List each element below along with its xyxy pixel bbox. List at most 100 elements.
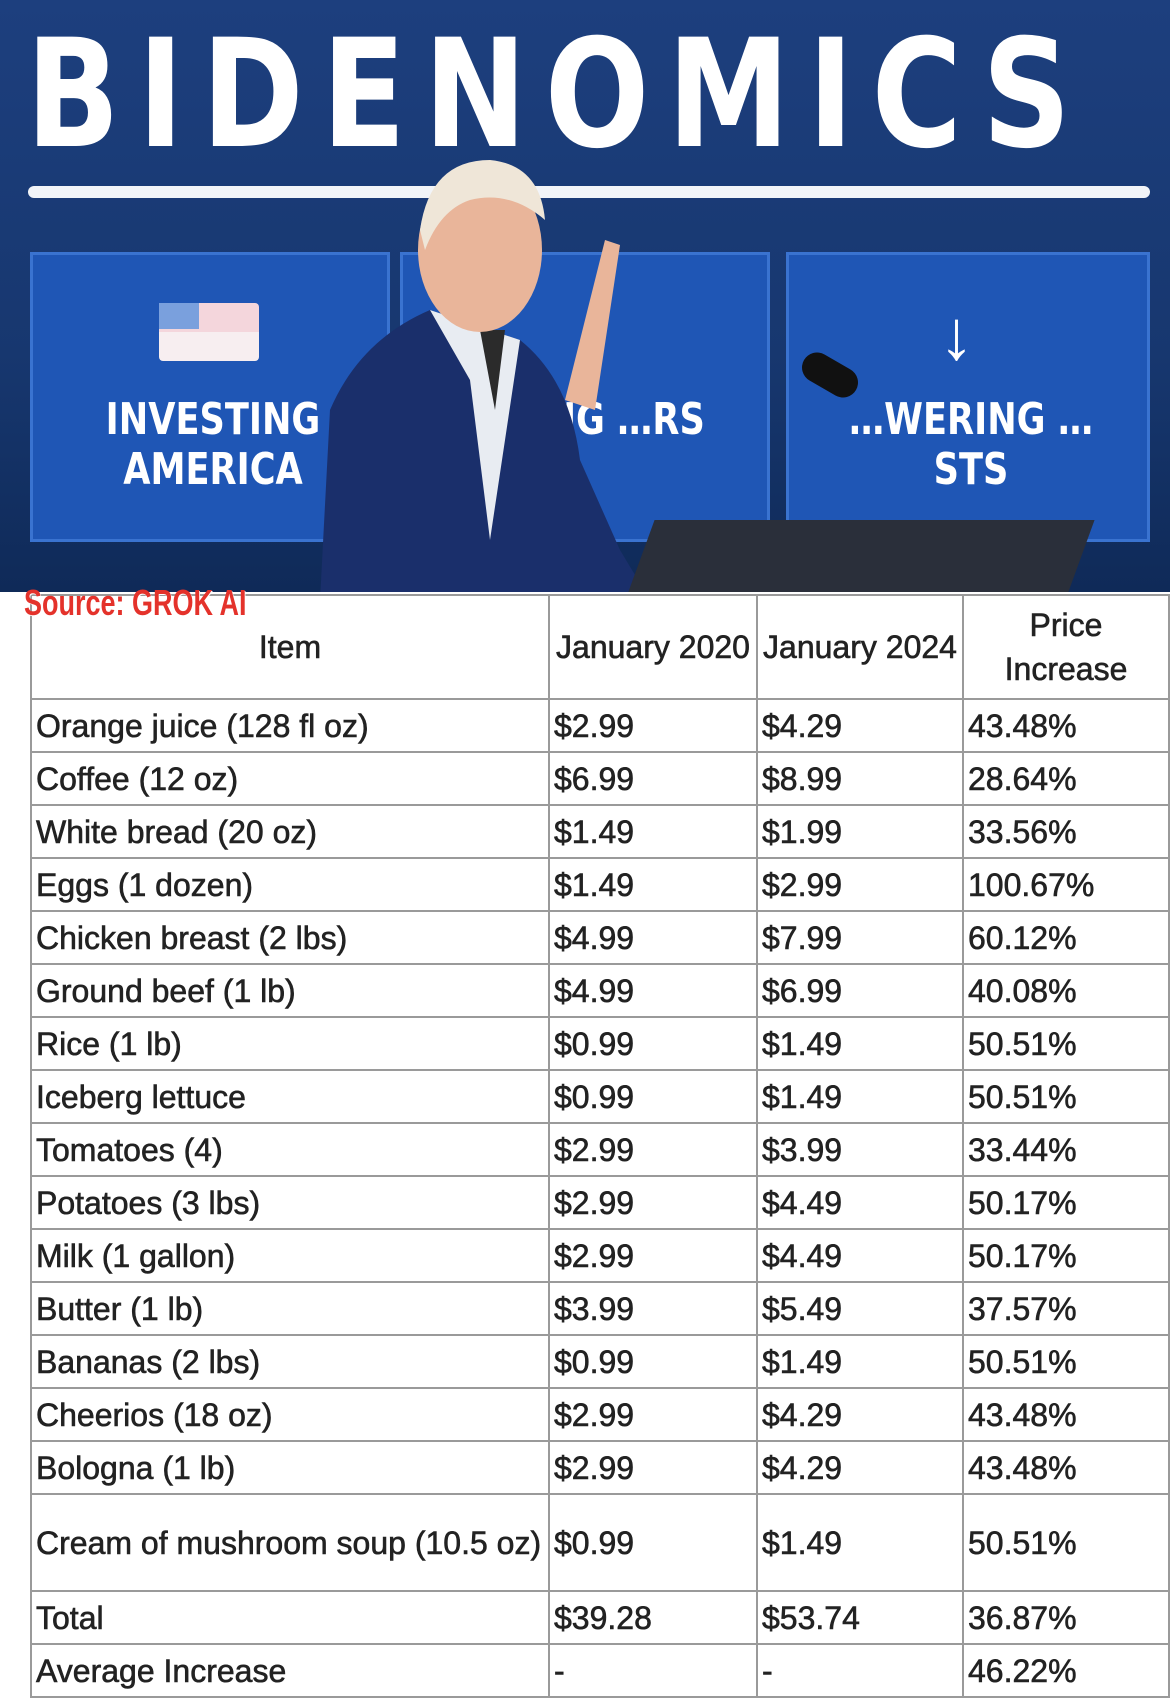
cell-jan-2024: - [756, 1643, 964, 1698]
arrow-down-icon: ↓ [939, 296, 974, 374]
table-header-row: Item January 2020 January 2024 Price Inc… [30, 594, 1170, 700]
cell-jan-2024: $2.99 [756, 857, 964, 912]
cell-increase: 50.51% [962, 1334, 1170, 1389]
cell-item: Eggs (1 dozen) [30, 857, 550, 912]
source-label: Source: GROK AI [24, 582, 247, 623]
cell-item: Coffee (12 oz) [30, 751, 550, 806]
podium [625, 520, 1095, 592]
cell-jan-2020: $1.49 [548, 857, 758, 912]
cell-increase: 28.64% [962, 751, 1170, 806]
cell-jan-2024: $1.49 [756, 1016, 964, 1071]
table-row: Bananas (2 lbs) $0.99 $1.49 50.51% [30, 1334, 1170, 1389]
header-item: Item [30, 594, 550, 700]
panel-investing: INVESTING AMERICA [30, 252, 390, 542]
cell-increase: 33.56% [962, 804, 1170, 859]
cell-jan-2024: $53.74 [756, 1590, 964, 1645]
cell-increase: 100.67% [962, 857, 1170, 912]
table-row: Eggs (1 dozen) $1.49 $2.99 100.67% [30, 857, 1170, 912]
cell-increase: 43.48% [962, 698, 1170, 753]
title-underline [28, 186, 1150, 198]
cell-jan-2024: $7.99 [756, 910, 964, 965]
cell-item: Bananas (2 lbs) [30, 1334, 550, 1389]
table-row: Iceberg lettuce $0.99 $1.49 50.51% [30, 1069, 1170, 1124]
cell-increase: 37.57% [962, 1281, 1170, 1336]
cell-jan-2024: $4.29 [756, 1440, 964, 1495]
cell-jan-2020: $2.99 [548, 1228, 758, 1283]
header-jan-2024: January 2024 [756, 594, 964, 700]
table-row: Ground beef (1 lb) $4.99 $6.99 40.08% [30, 963, 1170, 1018]
table-row: Cream of mushroom soup (10.5 oz) $0.99 $1.… [30, 1493, 1170, 1592]
cell-jan-2020: $0.99 [548, 1334, 758, 1389]
cell-increase: 46.22% [962, 1643, 1170, 1698]
table-row: Tomatoes (4) $2.99 $3.99 33.44% [30, 1122, 1170, 1177]
cell-item: Bologna (1 lb) [30, 1440, 550, 1495]
cell-jan-2020: $39.28 [548, 1590, 758, 1645]
cell-jan-2020: $0.99 [548, 1069, 758, 1124]
cell-jan-2024: $4.49 [756, 1228, 964, 1283]
panel-label: …WERING …STS [848, 394, 1094, 495]
cell-item: Rice (1 lb) [30, 1016, 550, 1071]
table-row: Chicken breast (2 lbs) $4.99 $7.99 60.12% [30, 910, 1170, 965]
cell-jan-2024: $1.49 [756, 1069, 964, 1124]
cell-jan-2024: $8.99 [756, 751, 964, 806]
cell-item: Chicken breast (2 lbs) [30, 910, 550, 965]
cell-item: Cheerios (18 oz) [30, 1387, 550, 1442]
cell-jan-2020: $2.99 [548, 698, 758, 753]
panel-label: INVESTING AMERICA [105, 394, 321, 495]
table-row: Bologna (1 lb) $2.99 $4.29 43.48% [30, 1440, 1170, 1495]
speaker-figure [320, 160, 646, 592]
price-table: Item January 2020 January 2024 Price Inc… [30, 594, 1170, 1698]
cell-jan-2020: $1.49 [548, 804, 758, 859]
cell-jan-2024: $3.99 [756, 1122, 964, 1177]
header-photo: BIDENOMICS INVESTING AMERICA …RING …RS ↓… [0, 0, 1170, 592]
table-row: Milk (1 gallon) $2.99 $4.49 50.17% [30, 1228, 1170, 1283]
cell-jan-2024: $6.99 [756, 963, 964, 1018]
cell-jan-2020: $2.99 [548, 1122, 758, 1177]
cell-increase: 50.51% [962, 1016, 1170, 1071]
table-row: Cheerios (18 oz) $2.99 $4.29 43.48% [30, 1387, 1170, 1442]
table-row: Butter (1 lb) $3.99 $5.49 37.57% [30, 1281, 1170, 1336]
table-row: White bread (20 oz) $1.49 $1.99 33.56% [30, 804, 1170, 859]
cell-jan-2020: $6.99 [548, 751, 758, 806]
cell-increase: 50.51% [962, 1493, 1170, 1592]
cell-jan-2024: $1.99 [756, 804, 964, 859]
cell-jan-2024: $4.49 [756, 1175, 964, 1230]
cell-jan-2020: - [548, 1643, 758, 1698]
header-jan-2020: January 2020 [548, 594, 758, 700]
cell-increase: 60.12% [962, 910, 1170, 965]
cell-increase: 50.17% [962, 1175, 1170, 1230]
table-row: Potatoes (3 lbs) $2.99 $4.49 50.17% [30, 1175, 1170, 1230]
cell-item: Cream of mushroom soup (10.5 oz) [30, 1493, 550, 1592]
table-row: Average Increase - -46.22% [30, 1643, 1170, 1698]
cell-jan-2024: $1.49 [756, 1493, 964, 1592]
cell-increase: 43.48% [962, 1387, 1170, 1442]
photo-title: BIDENOMICS [26, 8, 1089, 182]
cell-item: Total [30, 1590, 550, 1645]
cell-item: Ground beef (1 lb) [30, 963, 550, 1018]
cell-jan-2020: $4.99 [548, 910, 758, 965]
table-row: Coffee (12 oz) $6.99 $8.99 28.64% [30, 751, 1170, 806]
cell-increase: 36.87% [962, 1590, 1170, 1645]
cell-item: Average Increase [30, 1643, 550, 1698]
cell-item: Orange juice (128 fl oz) [30, 698, 550, 753]
cell-jan-2020: $4.99 [548, 963, 758, 1018]
cell-increase: 43.48% [962, 1440, 1170, 1495]
flag-icon [159, 303, 259, 361]
cell-item: Tomatoes (4) [30, 1122, 550, 1177]
cell-increase: 50.51% [962, 1069, 1170, 1124]
cell-item: Milk (1 gallon) [30, 1228, 550, 1283]
cell-increase: 33.44% [962, 1122, 1170, 1177]
table-row: Rice (1 lb) $0.99 $1.49 50.51% [30, 1016, 1170, 1071]
cell-jan-2024: $4.29 [756, 698, 964, 753]
cell-increase: 50.17% [962, 1228, 1170, 1283]
cell-jan-2024: $5.49 [756, 1281, 964, 1336]
cell-jan-2020: $2.99 [548, 1387, 758, 1442]
cell-increase: 40.08% [962, 963, 1170, 1018]
cell-item: Butter (1 lb) [30, 1281, 550, 1336]
cell-item: Iceberg lettuce [30, 1069, 550, 1124]
cell-item: White bread (20 oz) [30, 804, 550, 859]
cell-jan-2020: $2.99 [548, 1440, 758, 1495]
table-row: Total $39.28 $53.74 36.87% [30, 1590, 1170, 1645]
cell-jan-2020: $2.99 [548, 1175, 758, 1230]
header-price-increase: Price Increase [962, 594, 1170, 700]
